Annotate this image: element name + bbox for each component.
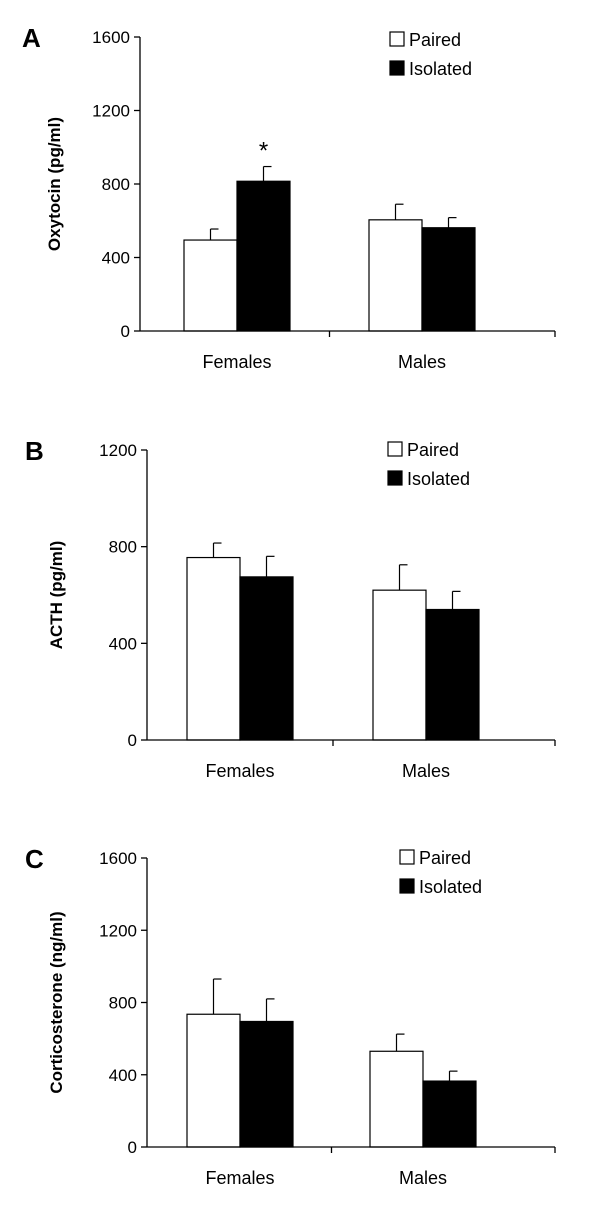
y-tick-label: 0 bbox=[121, 322, 130, 341]
y-tick-label: 0 bbox=[128, 1138, 137, 1157]
y-tick-label: 800 bbox=[102, 175, 130, 194]
legend-label: Isolated bbox=[409, 59, 472, 79]
x-tick-label: Males bbox=[402, 761, 450, 781]
y-axis-label: ACTH (pg/ml) bbox=[47, 541, 66, 650]
y-tick-label: 0 bbox=[128, 731, 137, 750]
panel-letter: C bbox=[25, 844, 44, 874]
chart-panel-c: C Corticosterone (ng/ml) Females Males 0 400 8… bbox=[25, 844, 556, 1188]
legend-swatch-isolated bbox=[387, 470, 403, 486]
bar-paired-females bbox=[186, 556, 241, 741]
chart-panel-a: A Oxytocin (pg/ml) Females Males * 0 400 800 120… bbox=[22, 23, 556, 372]
legend-label: Paired bbox=[409, 30, 461, 50]
bar-isolated-females bbox=[239, 576, 294, 741]
panel-letter: B bbox=[25, 436, 44, 466]
legend-swatch-isolated bbox=[399, 878, 415, 894]
y-tick-label: 400 bbox=[109, 1066, 137, 1085]
bar-paired-males bbox=[372, 589, 427, 741]
bar-paired-females bbox=[186, 1013, 241, 1148]
y-tick-label: 400 bbox=[102, 249, 130, 268]
bar-paired-males bbox=[369, 1050, 424, 1148]
x-tick-label: Males bbox=[399, 1168, 447, 1188]
x-tick-label: Females bbox=[205, 1168, 274, 1188]
y-axis-label: Oxytocin (pg/ml) bbox=[45, 117, 64, 251]
legend-swatch-paired bbox=[389, 31, 405, 47]
legend-label: Paired bbox=[407, 440, 459, 460]
bar-isolated-males bbox=[425, 608, 480, 741]
y-tick-label: 800 bbox=[109, 994, 137, 1013]
legend-swatch-paired bbox=[387, 441, 403, 457]
bar-isolated-males bbox=[421, 227, 476, 332]
legend-label: Paired bbox=[419, 848, 471, 868]
y-tick-label: 1200 bbox=[99, 921, 137, 940]
x-tick-label: Females bbox=[205, 761, 274, 781]
bar-isolated-females bbox=[236, 180, 291, 332]
y-tick-label: 400 bbox=[109, 634, 137, 653]
bar-isolated-females bbox=[239, 1020, 294, 1148]
y-tick-label: 1200 bbox=[99, 441, 137, 460]
legend-label: Isolated bbox=[419, 877, 482, 897]
bar-isolated-males bbox=[422, 1080, 477, 1148]
panel-letter: A bbox=[22, 23, 41, 53]
y-tick-label: 1600 bbox=[99, 849, 137, 868]
y-tick-label: 800 bbox=[109, 538, 137, 557]
legend-label: Isolated bbox=[407, 469, 470, 489]
legend-swatch-isolated bbox=[389, 60, 405, 76]
y-tick-label: 1200 bbox=[92, 102, 130, 121]
bar-paired-females bbox=[183, 239, 238, 332]
legend-swatch-paired bbox=[399, 849, 415, 865]
x-tick-label: Females bbox=[202, 352, 271, 372]
y-axis-label: Corticosterone (ng/ml) bbox=[47, 911, 66, 1093]
y-tick-label: 1600 bbox=[92, 28, 130, 47]
significance-marker: * bbox=[259, 138, 268, 165]
bar-paired-males bbox=[368, 219, 423, 332]
chart-panel-b: B ACTH (pg/ml) Females Males 0 400 800 1200 Pair… bbox=[25, 436, 556, 781]
x-tick-label: Males bbox=[398, 352, 446, 372]
